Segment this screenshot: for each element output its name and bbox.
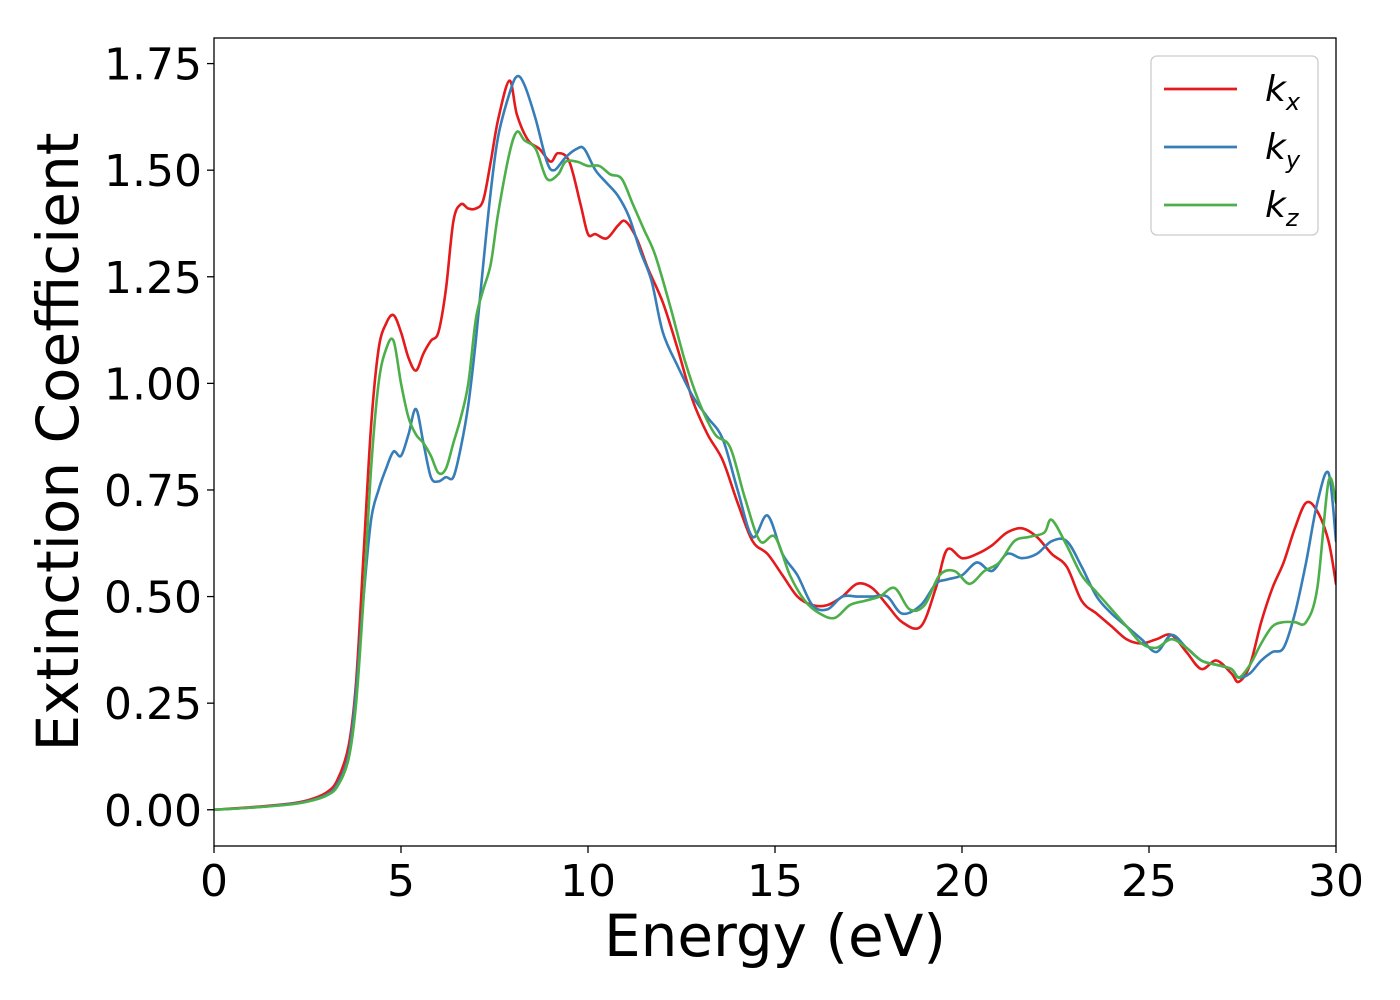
- legend-label: kx: [1265, 69, 1301, 116]
- y-axis-title: Extinction Coefficient: [24, 133, 92, 752]
- legend: kx ky kz: [1150, 55, 1319, 236]
- y-tick-label: 0.50: [104, 573, 202, 624]
- series-line-kx: [214, 79, 1336, 812]
- series-line-kz: [214, 130, 1336, 812]
- x-tick-label: 20: [934, 856, 990, 907]
- x-tick-label: 30: [1308, 856, 1364, 907]
- x-tick-label: 0: [200, 856, 228, 907]
- y-tick-label: 0.75: [104, 466, 202, 517]
- series-lines: [214, 74, 1336, 812]
- y-tick-label: 1.75: [104, 40, 202, 91]
- y-tick-label: 1.00: [104, 359, 202, 410]
- x-axis-ticks: 0 5 10 15 20 25 30: [200, 846, 1364, 907]
- x-tick-label: 15: [747, 856, 803, 907]
- y-tick-label: 0.00: [104, 786, 202, 837]
- x-tick-label: 10: [560, 856, 616, 907]
- y-tick-label: 0.25: [104, 679, 202, 730]
- y-tick-label: 1.25: [104, 253, 202, 304]
- x-tick-label: 25: [1121, 856, 1177, 907]
- x-axis-title: Energy (eV): [604, 902, 946, 970]
- legend-label: kz: [1265, 185, 1300, 232]
- legend-label: ky: [1265, 127, 1301, 174]
- legend-box: [1150, 55, 1319, 236]
- y-tick-label: 1.50: [104, 146, 202, 197]
- y-axis-ticks: 0.00 0.25 0.50 0.75 1.00 1.25 1.50 1.75: [104, 40, 214, 837]
- x-tick-label: 5: [387, 856, 415, 907]
